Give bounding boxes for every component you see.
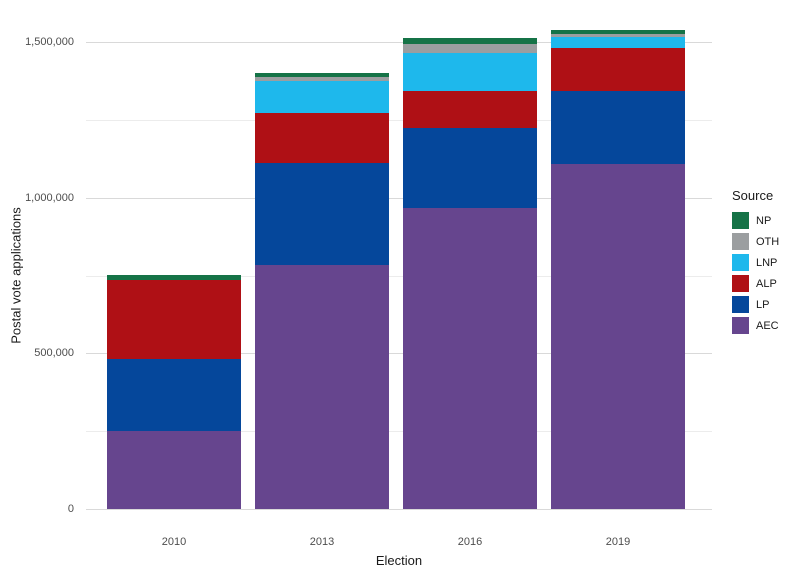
legend-label: AEC (756, 319, 779, 332)
y-tick-label: 1,000,000 (25, 191, 74, 204)
bar-segment-alp-2010 (107, 280, 241, 360)
x-tick-label-2016: 2016 (457, 536, 483, 548)
legend-swatch-icon (732, 317, 749, 334)
legend-swatch-icon (732, 296, 749, 313)
legend-item-aec: AEC (732, 317, 779, 334)
legend-label: NP (756, 214, 772, 227)
gridline-minor (86, 275, 712, 277)
gridline-major (86, 353, 712, 355)
legend-item-lnp: LNP (732, 254, 779, 271)
legend-item-oth: OTH (732, 233, 779, 250)
legend-swatch-icon (732, 254, 749, 271)
legend-swatch-icon (732, 212, 749, 229)
legend-swatch-icon (732, 275, 749, 292)
gridline-major (86, 197, 712, 199)
bar-segment-oth-2016 (403, 43, 537, 53)
legend-item-alp: ALP (732, 275, 779, 292)
bar-segment-oth-2019 (551, 34, 685, 37)
x-tick-label-2013: 2013 (309, 536, 335, 548)
legend-label: LP (756, 298, 770, 311)
bar-segment-oth-2013 (255, 77, 389, 81)
y-tick-label: 1,500,000 (25, 36, 74, 49)
y-tick-label: 0 (67, 503, 74, 515)
bar-segment-lp-2019 (551, 90, 685, 165)
legend-label: ALP (756, 277, 777, 290)
plot-panel (86, 6, 712, 510)
gridline-minor (86, 431, 712, 433)
bar-segment-np-2016 (403, 38, 537, 44)
legend-label: LNP (756, 256, 778, 269)
bar-segment-lnp-2013 (255, 80, 389, 113)
bar-segment-aec-2013 (255, 265, 389, 509)
bar-segment-np-2010 (107, 275, 241, 281)
bar-segment-lnp-2016 (403, 52, 537, 91)
legend-item-lp: LP (732, 296, 779, 313)
bar-segment-aec-2010 (107, 431, 241, 509)
legend-item-np: NP (732, 212, 779, 229)
bar-segment-alp-2013 (255, 112, 389, 164)
x-tick-label-2019: 2019 (605, 536, 631, 548)
legend-item-list: NP OTH LNP ALP LP AEC (732, 212, 779, 334)
y-axis-title: Postal vote applications (8, 207, 24, 344)
y-tick-label: 500,000 (34, 347, 74, 360)
gridline-major (86, 509, 712, 510)
gridline-major (86, 42, 712, 44)
x-tick-label-2010: 2010 (161, 536, 187, 548)
bar-segment-alp-2016 (403, 90, 537, 129)
legend-label: OTH (756, 235, 780, 248)
legend-title: Source (732, 188, 774, 203)
gridline-minor (86, 120, 712, 122)
bar-segment-lp-2013 (255, 163, 389, 266)
bar-segment-lnp-2019 (551, 36, 685, 49)
legend-swatch-icon (732, 233, 749, 250)
bar-segment-np-2013 (255, 72, 389, 78)
bar-segment-aec-2019 (551, 164, 685, 509)
x-axis-title: Election (375, 553, 423, 568)
bar-segment-aec-2016 (403, 208, 537, 509)
bar-segment-np-2019 (551, 29, 685, 34)
bar-segment-lp-2010 (107, 359, 241, 432)
legend: Source NP OTH LNP ALP LP AEC (732, 188, 779, 338)
bar-segment-lp-2016 (403, 128, 537, 209)
bar-segment-alp-2019 (551, 48, 685, 91)
